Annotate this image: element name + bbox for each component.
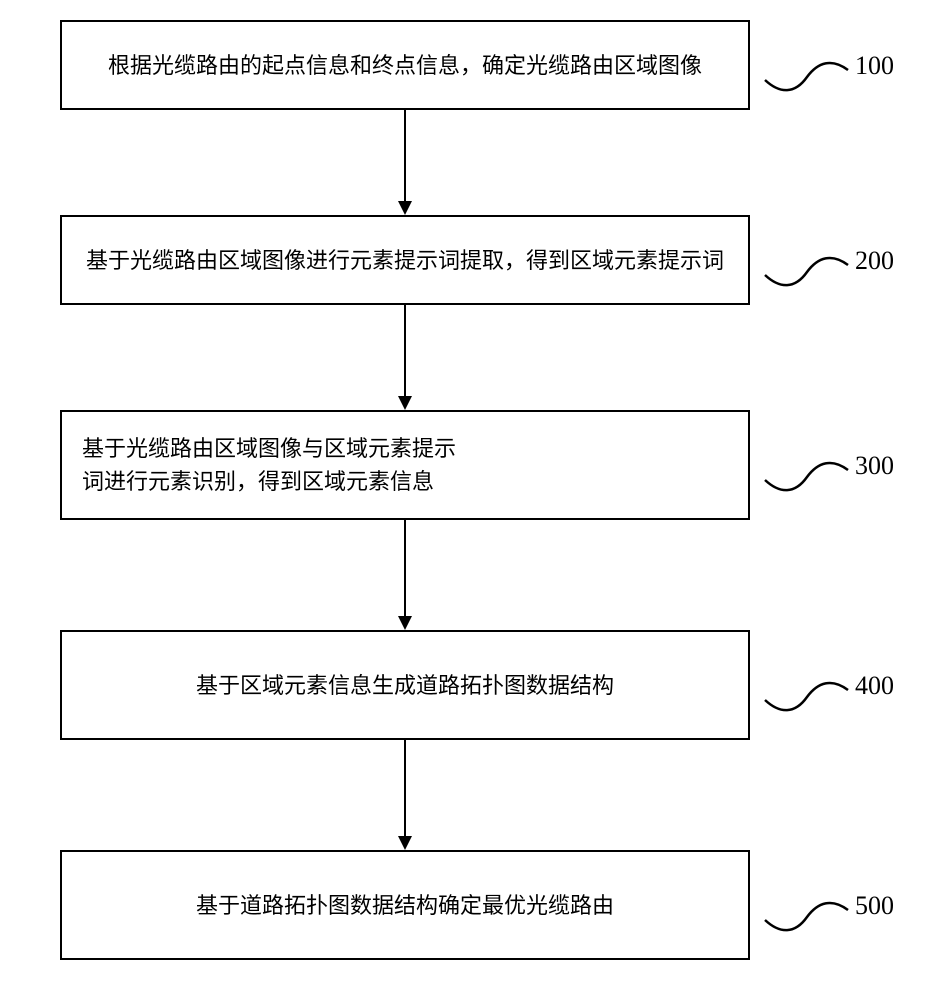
connector-squiggle: [760, 247, 855, 292]
flow-arrow-line: [404, 740, 406, 836]
step-text: 基于光缆路由区域图像与区域元素提示词进行元素识别，得到区域元素信息: [82, 432, 728, 498]
flowchart-step-n2: 基于光缆路由区域图像进行元素提示词提取，得到区域元素提示词: [60, 215, 750, 305]
step-number-label: 400: [855, 671, 894, 701]
flowchart-step-n3: 基于光缆路由区域图像与区域元素提示词进行元素识别，得到区域元素信息: [60, 410, 750, 520]
flow-arrow-line: [404, 520, 406, 616]
step-text: 根据光缆路由的起点信息和终点信息，确定光缆路由区域图像: [82, 49, 728, 82]
connector-squiggle: [760, 892, 855, 937]
flow-arrow-head-icon: [398, 201, 412, 215]
connector-squiggle: [760, 452, 855, 497]
flow-arrow-line: [404, 305, 406, 396]
flow-arrow-head-icon: [398, 836, 412, 850]
step-text: 基于光缆路由区域图像进行元素提示词提取，得到区域元素提示词: [82, 244, 728, 277]
flow-arrow-head-icon: [398, 616, 412, 630]
step-text: 基于道路拓扑图数据结构确定最优光缆路由: [82, 889, 728, 922]
connector-squiggle: [760, 52, 855, 97]
connector-squiggle: [760, 672, 855, 717]
flowchart-step-n4: 基于区域元素信息生成道路拓扑图数据结构: [60, 630, 750, 740]
flow-arrow-head-icon: [398, 396, 412, 410]
flowchart-canvas: 根据光缆路由的起点信息和终点信息，确定光缆路由区域图像 100 基于光缆路由区域图像…: [0, 0, 947, 1000]
step-text: 基于区域元素信息生成道路拓扑图数据结构: [82, 669, 728, 702]
step-number-label: 200: [855, 246, 894, 276]
flowchart-step-n1: 根据光缆路由的起点信息和终点信息，确定光缆路由区域图像: [60, 20, 750, 110]
step-number-label: 300: [855, 451, 894, 481]
step-number-label: 100: [855, 51, 894, 81]
flow-arrow-line: [404, 110, 406, 201]
flowchart-step-n5: 基于道路拓扑图数据结构确定最优光缆路由: [60, 850, 750, 960]
step-number-label: 500: [855, 891, 894, 921]
